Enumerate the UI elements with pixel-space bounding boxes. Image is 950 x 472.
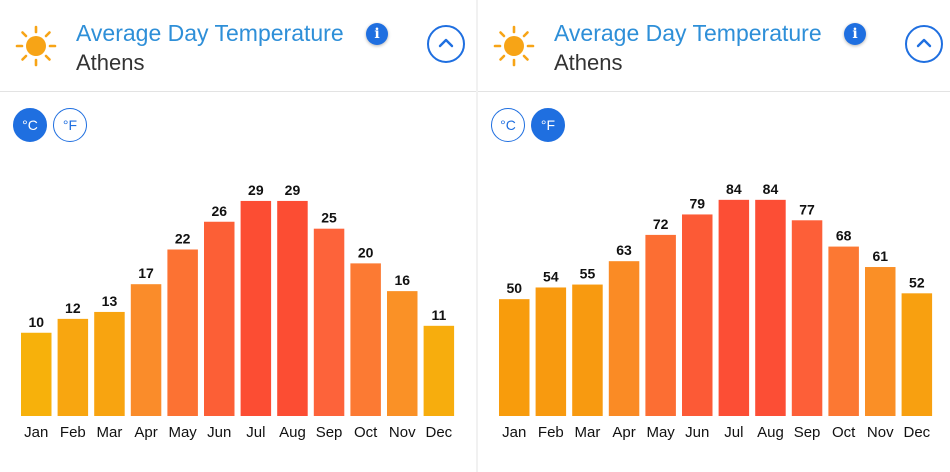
bar-feb [535,287,567,416]
bar-aug [755,199,786,416]
month-tick-label: Dec [904,424,931,441]
bar-jun [682,214,713,416]
month-tick-label: Aug [757,424,784,441]
panel-title: Average Day Temperature [76,20,344,46]
data-label: 12 [65,300,81,316]
bar-jan [21,332,52,416]
temperature-panel-fahrenheit: Average Day Temperature Athens i °C °F 5… [478,0,950,472]
month-tick-label: Apr [134,424,157,441]
panel-divider [476,0,478,472]
bar-nov [865,267,896,416]
celsius-toggle[interactable]: °C [491,108,525,142]
bar-dec [901,293,933,416]
month-tick-label: Mar [97,424,123,441]
month-tick-label: Jun [207,424,231,441]
bar-apr [130,284,162,416]
city-name: Athens [76,50,145,75]
bar-mar [572,284,603,416]
month-tick-label: Dec [426,424,453,441]
month-tick-label: Nov [867,424,894,441]
month-tick-label: Oct [354,424,378,441]
month-tick-label: Jul [246,424,265,441]
data-label: 25 [321,210,337,226]
data-label: 16 [394,272,410,288]
data-label: 61 [872,248,888,264]
data-label: 68 [836,228,852,244]
data-label: 79 [689,195,705,211]
month-tick-label: Feb [60,424,86,441]
bar-jul [718,199,750,416]
data-label: 29 [248,182,264,198]
panel-title: Average Day Temperature [554,20,822,46]
month-tick-label: May [646,424,675,441]
data-label: 77 [799,201,815,217]
data-label: 63 [616,242,632,258]
data-label: 84 [726,181,742,197]
data-label: 13 [102,293,118,309]
temperature-panel-celsius: Average Day Temperature Athens i °C °F 1… [0,0,476,450]
bar-sep [313,228,345,416]
data-label: 50 [506,280,522,296]
month-tick-label: Sep [794,424,821,441]
fahrenheit-toggle[interactable]: °F [53,108,87,142]
bar-feb [57,318,89,416]
panel-header: Average Day Temperature Athens i [478,0,950,92]
collapse-button[interactable] [427,25,465,63]
data-label: 29 [285,182,301,198]
data-label: 52 [909,274,925,290]
bar-jun [204,221,235,416]
data-label: 17 [138,265,154,281]
month-tick-label: Oct [832,424,856,441]
temperature-bar-chart: 10 Jan 12 Feb 13 Mar 17 Apr 22 May 26 Jun 29 Jul 29 Aug… [0,150,476,450]
celsius-toggle[interactable]: °C [13,108,47,142]
month-tick-label: Aug [279,424,306,441]
bar-oct [350,263,381,416]
data-label: 84 [763,181,779,197]
panel-header: Average Day Temperature Athens i [0,0,476,92]
info-icon[interactable]: i [844,23,866,45]
bar-dec [423,325,455,416]
data-label: 11 [431,307,446,323]
month-tick-label: Mar [575,424,601,441]
bar-jul [240,200,272,416]
data-label: 26 [211,203,227,219]
fahrenheit-toggle[interactable]: °F [531,108,565,142]
data-label: 72 [653,216,669,232]
bar-jan [499,299,530,416]
month-tick-label: Jun [685,424,709,441]
info-icon[interactable]: i [366,23,388,45]
month-tick-label: May [168,424,197,441]
data-label: 55 [580,266,596,282]
month-tick-label: Apr [612,424,635,441]
month-tick-label: Jan [24,424,48,441]
sun-icon [493,25,535,67]
data-label: 10 [28,314,44,330]
month-tick-label: Jan [502,424,526,441]
bar-aug [277,200,308,416]
bar-may [645,234,676,416]
chevron-up-icon [438,38,454,48]
bar-may [167,249,198,416]
month-tick-label: Jul [724,424,743,441]
data-label: 22 [175,231,191,247]
sun-icon [15,25,57,67]
bar-chart-svg: 50 Jan 54 Feb 55 Mar 63 Apr 72 May 79 Jun 84 Jul 84 Aug… [499,181,933,441]
chevron-up-icon [916,38,932,48]
bar-apr [608,261,640,416]
month-tick-label: Feb [538,424,564,441]
bar-oct [828,246,859,416]
data-label: 20 [358,244,374,260]
temperature-bar-chart: 50 Jan 54 Feb 55 Mar 63 Apr 72 May 79 Jun 84 Jul 84 Aug… [478,150,950,450]
bar-nov [387,291,418,416]
month-tick-label: Sep [316,424,343,441]
month-tick-label: Nov [389,424,416,441]
bar-sep [791,220,823,416]
bar-chart-svg: 10 Jan 12 Feb 13 Mar 17 Apr 22 May 26 Jun 29 Jul 29 Aug… [21,182,455,441]
collapse-button[interactable] [905,25,943,63]
bar-mar [94,311,125,416]
data-label: 54 [543,268,559,284]
city-name: Athens [554,50,623,75]
